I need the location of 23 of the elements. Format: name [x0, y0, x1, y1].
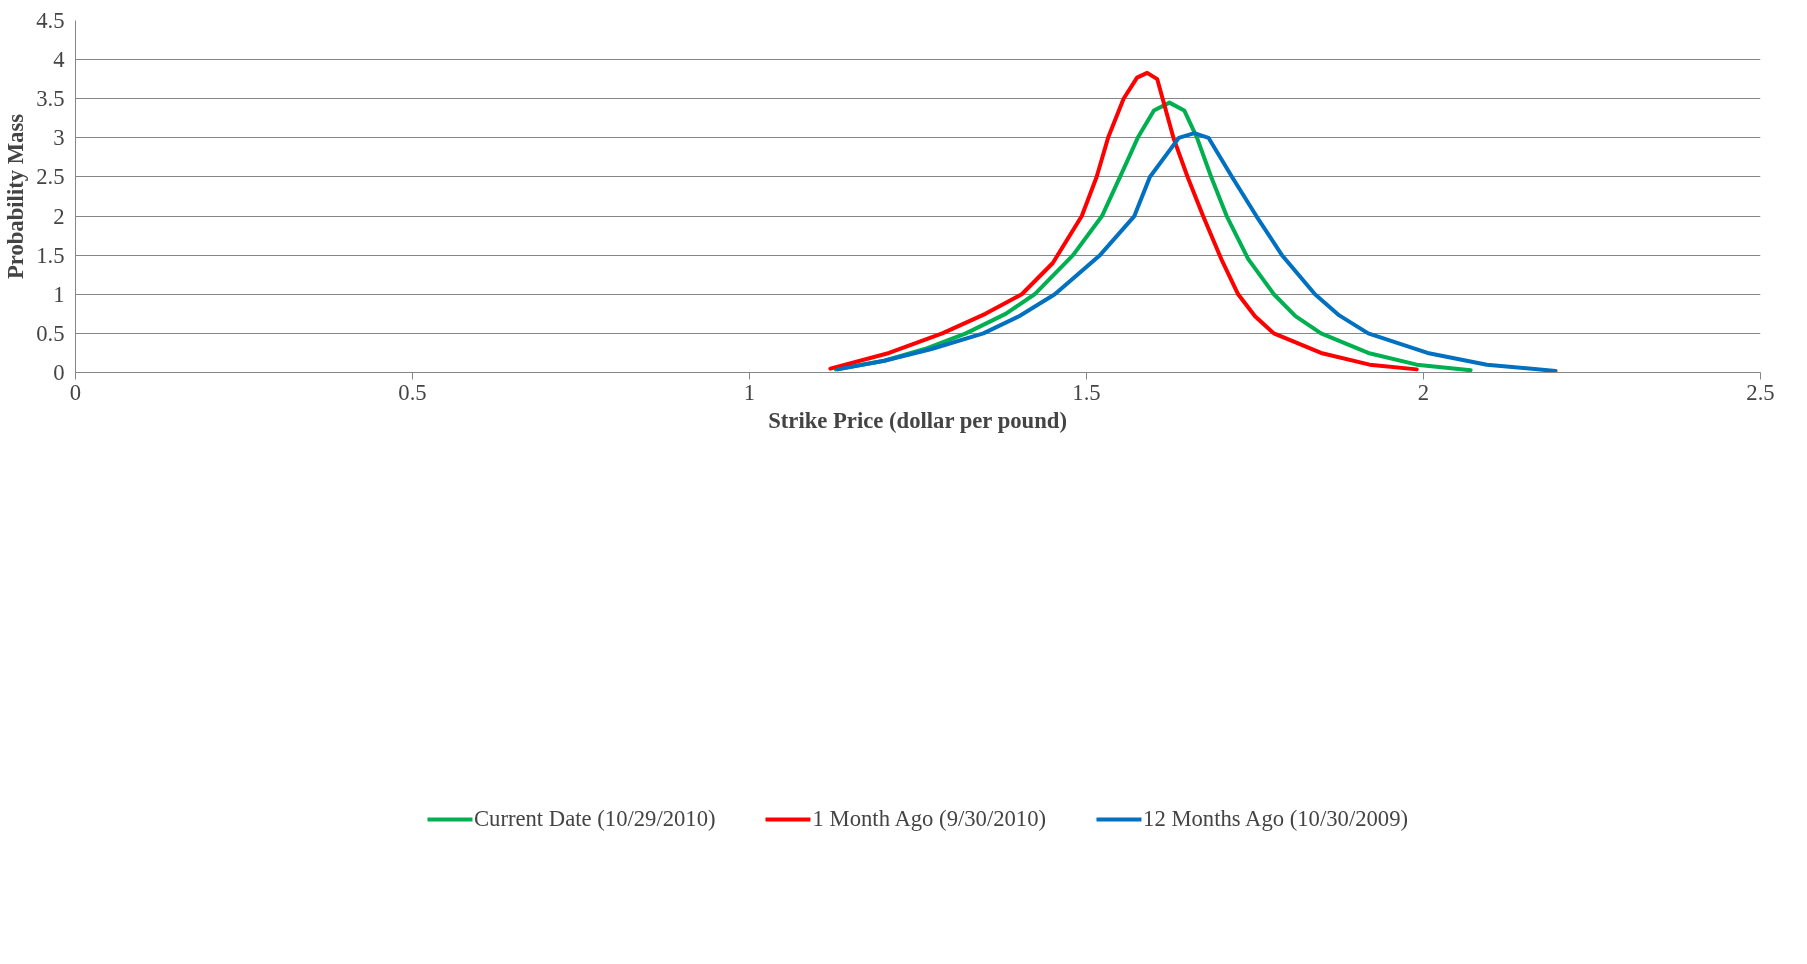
legend-label: 12 Months Ago (10/30/2009) — [1143, 805, 1409, 832]
x-tick-label: 2.5 — [1746, 379, 1775, 405]
y-tick-label: 2 — [53, 203, 65, 229]
y-tick-label: 0 — [53, 360, 65, 385]
y-tick-label: 3 — [53, 125, 65, 151]
y-tick-label: 4.5 — [36, 8, 65, 33]
y-tick-label: 4 — [53, 47, 65, 73]
y-tick-label: 1.5 — [36, 242, 65, 268]
y-tick-label: 1 — [53, 281, 65, 307]
line-series — [828, 70, 1419, 372]
y-tick-label: 2.5 — [36, 164, 65, 190]
line-series — [835, 131, 1558, 373]
x-tick-label: 0.5 — [398, 379, 427, 405]
y-tick-label: 0.5 — [36, 320, 65, 346]
y-axis-title: Probability Mass — [3, 113, 29, 280]
legend-label: Current Date (10/29/2010) — [473, 805, 716, 832]
x-tick-label: 1.5 — [1072, 379, 1101, 405]
x-tick-label: 2 — [1417, 379, 1430, 405]
y-tick-label: 3.5 — [36, 86, 65, 112]
x-axis-title: Strike Price (dollar per pound) — [768, 407, 1067, 433]
x-tick-label: 1 — [743, 379, 756, 405]
x-tick-label: 0 — [69, 379, 82, 405]
legend-label: 1 Month Ago (9/30/2010) — [812, 805, 1047, 832]
